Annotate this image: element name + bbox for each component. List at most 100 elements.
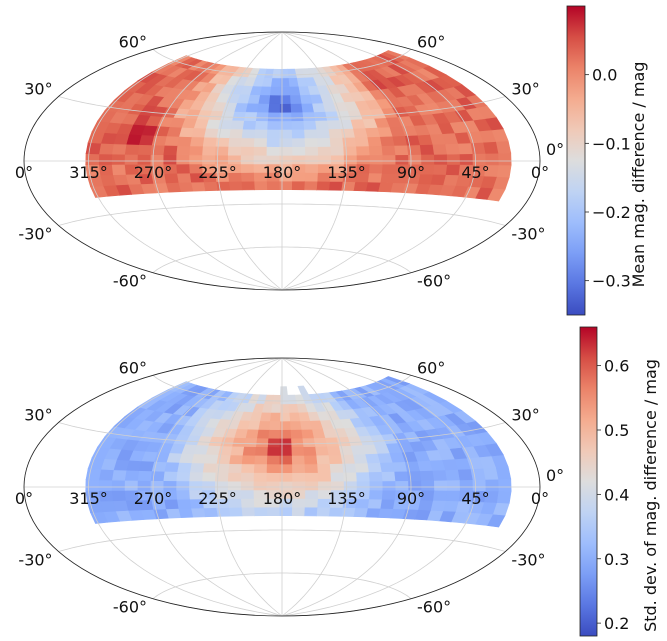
sky-cell	[315, 454, 330, 465]
sky-cell	[279, 403, 290, 413]
sky-cell	[266, 506, 280, 517]
sky-cell	[379, 135, 395, 147]
sky-cell	[469, 467, 486, 481]
sky-cell	[353, 181, 368, 192]
sky-cell	[257, 94, 271, 104]
sky-cell	[329, 145, 344, 156]
sky-cell	[432, 489, 448, 501]
colorbar-ticks: 0.0 −0.1 −0.2 −0.3	[585, 66, 631, 291]
colorbar-tick-label: −0.3	[592, 272, 631, 291]
sky-cell	[278, 463, 293, 474]
sky-cell	[338, 119, 354, 130]
sky-cell	[201, 471, 216, 482]
sky-cell	[326, 445, 341, 456]
sky-cell	[240, 506, 255, 517]
sky-cell	[279, 394, 289, 405]
sky-cell	[368, 471, 383, 482]
sky-cell	[303, 137, 318, 147]
mean-difference-panel: 0° 315° 270° 225° 180° 135° 90° 45° 0° 60° 30° -30…	[15, 5, 648, 316]
sky-cell	[381, 489, 396, 500]
longitude-gridline	[88, 357, 283, 617]
sky-cell	[189, 136, 205, 147]
sky-cell	[433, 479, 448, 491]
colorbar-gradient	[579, 326, 598, 637]
sky-cell	[266, 463, 280, 474]
sky-cell	[175, 480, 190, 491]
sky-cell	[364, 127, 380, 138]
sky-cell	[300, 428, 314, 439]
sky-cell	[352, 453, 368, 464]
sky-cell	[228, 506, 243, 517]
sky-cell	[290, 446, 305, 456]
sky-cell	[137, 470, 152, 481]
sky-cell	[228, 128, 243, 139]
sky-cell	[433, 153, 448, 165]
sky-cell	[355, 471, 370, 482]
longitude-tick-label: 0°	[531, 489, 549, 508]
sky-cell	[278, 120, 292, 130]
sky-cell	[431, 469, 447, 481]
sky-cell	[353, 507, 368, 518]
sky-cell	[341, 462, 357, 473]
sky-cell	[381, 480, 396, 491]
sky-cell	[279, 86, 291, 96]
sky-cell	[391, 135, 408, 146]
sky-cell	[270, 403, 281, 413]
sky-cell	[304, 489, 319, 499]
sky-cell	[227, 463, 242, 473]
sky-cell	[291, 472, 306, 482]
sky-cell	[290, 437, 304, 448]
sky-cell	[314, 119, 329, 130]
sky-cell	[291, 455, 305, 465]
sky-cell	[279, 68, 289, 79]
sky-cell	[288, 85, 301, 96]
colorbar-tick-label: 0.6	[604, 357, 629, 376]
sky-cell	[279, 77, 290, 87]
latitude-tick-label-right: 0°	[546, 140, 564, 159]
sky-cell	[317, 146, 332, 156]
colorbar-label: Std. dev. of mag. difference / mag	[641, 359, 660, 632]
sky-cell	[111, 490, 126, 502]
longitude-tick-label: 45°	[461, 489, 489, 508]
sky-cell	[366, 462, 382, 473]
longitude-gridline	[217, 31, 283, 291]
sky-cell	[163, 135, 180, 146]
sky-cell	[267, 103, 280, 113]
sky-cell	[214, 471, 229, 482]
sky-cell	[482, 141, 499, 154]
sky-cell	[313, 437, 328, 447]
sky-cell	[265, 146, 280, 156]
sky-cell	[404, 134, 420, 146]
sky-cell	[329, 463, 344, 473]
sky-cell	[279, 111, 292, 122]
sky-cell	[240, 489, 254, 499]
sky-cell	[302, 120, 317, 130]
longitude-gridline	[152, 31, 283, 291]
sky-cell	[280, 386, 288, 396]
colorbar-tick-label: 0.2	[604, 614, 629, 633]
sky-cell	[240, 472, 254, 482]
sky-cell	[229, 119, 245, 130]
colorbar-tick-label: 0.3	[604, 550, 629, 569]
sky-cell	[162, 470, 178, 482]
sky-cell	[203, 507, 218, 518]
sky-cell	[368, 145, 383, 156]
colorbar-tick-label: −0.2	[592, 203, 631, 222]
sky-cell	[253, 506, 268, 517]
sky-cell	[279, 103, 292, 113]
longitude-tick-label: 90°	[397, 163, 425, 182]
sky-cell	[150, 470, 165, 482]
sky-cell	[289, 429, 303, 439]
sky-cell	[229, 445, 245, 456]
sky-cell	[240, 137, 255, 147]
sky-cell	[189, 462, 205, 473]
longitude-gridline	[217, 357, 283, 617]
sky-cell	[162, 144, 178, 156]
sky-cell	[326, 119, 341, 130]
sky-cell	[311, 428, 326, 439]
sky-cell	[111, 143, 127, 155]
sky-cell	[190, 507, 206, 518]
longitude-tick-label: 135°	[327, 163, 366, 182]
sky-cell	[279, 429, 292, 439]
